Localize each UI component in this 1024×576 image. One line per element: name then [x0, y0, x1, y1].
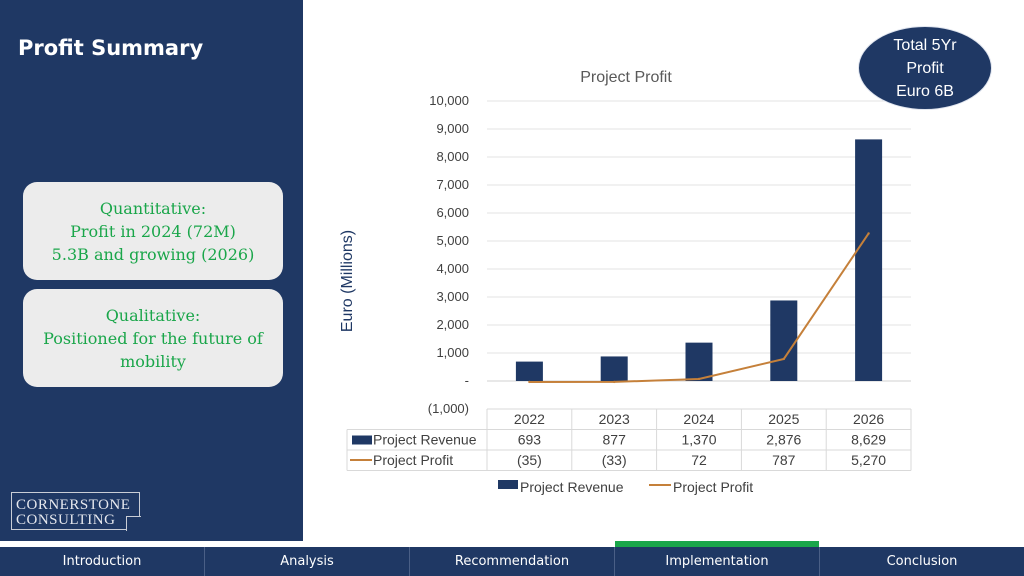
quantitative-card-line: 5.3B and growing (2026)	[51, 244, 255, 264]
bubble-line: Total 5Yr	[893, 36, 957, 54]
logo-corner-mark	[126, 516, 141, 531]
x-category-label: 2025	[768, 411, 799, 427]
logo-line: CONSULTING	[16, 512, 116, 528]
y-tick-label: 1,000	[436, 345, 469, 360]
data-table-value: 2,876	[766, 432, 801, 448]
nav-tab-conclusion[interactable]: Conclusion	[886, 554, 958, 569]
profit-point	[697, 377, 701, 381]
nav-tab-introduction[interactable]: Introduction	[0, 547, 205, 576]
y-tick-label: -	[465, 373, 469, 388]
profit-point	[528, 380, 531, 384]
qualitative-card-line: mobility	[120, 351, 186, 371]
nav-tab-implementation[interactable]: Implementation	[615, 541, 820, 576]
data-table-value: 8,629	[851, 432, 886, 448]
legend-label: Project Revenue	[520, 479, 624, 495]
nav-tab-recommendation[interactable]: Recommendation	[410, 547, 615, 576]
y-tick-label: 5,000	[436, 233, 469, 248]
revenue-bar	[685, 342, 713, 381]
revenue-bar	[855, 139, 883, 381]
y-tick-label: 7,000	[436, 177, 469, 192]
table-series-name: Project Profit	[373, 452, 453, 468]
data-table-value: 787	[772, 452, 796, 468]
profit-point	[613, 380, 616, 384]
data-table-value: 877	[603, 432, 627, 448]
profit-point	[782, 357, 785, 361]
data-table-value: 72	[691, 452, 707, 468]
qualitative-card-line: Positioned for the future of	[43, 328, 263, 348]
data-table-value: 5,270	[851, 452, 886, 468]
chart-title: Project Profit	[580, 69, 672, 86]
quantitative-card: Quantitative: Profit in 2024 (72M) 5.3B …	[23, 182, 283, 280]
y-axis-title: Euro (Millions)	[339, 230, 356, 332]
y-tick-label: 4,000	[436, 261, 469, 276]
x-category-label: 2026	[853, 411, 884, 427]
y-tick-label: 6,000	[436, 205, 469, 220]
bubble-line: Euro 6B	[896, 82, 954, 100]
table-series-name: Project Revenue	[373, 432, 477, 448]
qualitative-card-heading: Qualitative:	[105, 305, 201, 325]
y-tick-label: 8,000	[436, 149, 469, 164]
y-tick-label: 3,000	[436, 289, 469, 304]
qualitative-card: Qualitative: Positioned for the future o…	[23, 289, 283, 387]
data-table-value: 1,370	[681, 432, 716, 448]
x-category-label: 2022	[514, 411, 545, 427]
x-category-label: 2024	[683, 411, 714, 427]
y-tick-label: 9,000	[436, 121, 469, 136]
revenue-bar	[600, 356, 628, 381]
quantitative-card-line: Profit in 2024 (72M)	[70, 221, 236, 241]
revenue-bar	[515, 361, 543, 381]
table-legend-key-revenue	[352, 435, 372, 445]
y-tick-label: 2,000	[436, 317, 469, 332]
y-tick-label: 10,000	[429, 93, 469, 108]
company-logo: CORNERSTONE CONSULTING	[11, 492, 141, 531]
legend-key-revenue	[498, 480, 518, 489]
section-nav-bar: Introduction Analysis Recommendation Imp…	[0, 541, 1024, 576]
data-table-value: (33)	[602, 452, 627, 468]
x-category-label: 2023	[599, 411, 630, 427]
total-profit-bubble: Total 5Yr Profit Euro 6B	[858, 26, 992, 110]
bubble-line: Profit	[906, 59, 944, 77]
logo-line: CORNERSTONE	[16, 497, 131, 513]
page-title: Profit Summary	[18, 36, 204, 60]
revenue-bar	[770, 300, 798, 381]
profit-point	[867, 232, 870, 235]
legend-label: Project Profit	[673, 479, 753, 495]
project-profit-chart: Project Profit 10,000 9,000 8,000 7,000 6,000…	[339, 69, 912, 495]
y-tick-label: (1,000)	[428, 401, 469, 416]
data-table-value: 693	[518, 432, 542, 448]
nav-tab-analysis[interactable]: Analysis	[205, 547, 410, 576]
data-table-value: (35)	[517, 452, 542, 468]
quantitative-card-heading: Quantitative:	[99, 198, 207, 218]
